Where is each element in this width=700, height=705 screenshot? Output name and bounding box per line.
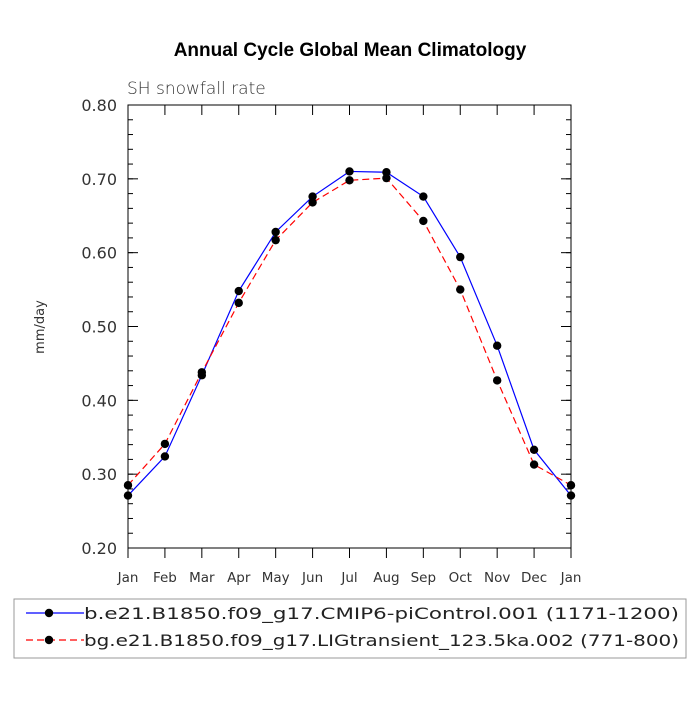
data-point-series-2	[123, 481, 133, 490]
data-point-series-2	[382, 173, 391, 183]
data-point-series-1	[382, 167, 391, 177]
y-tick-labels: 0.20 0.30 0.40 0.50 0.60 0.70 0.80	[81, 96, 117, 558]
legend-marker-1	[44, 608, 54, 618]
y-tick-label: 0.50	[81, 318, 117, 337]
y-tick-label: 0.70	[81, 170, 117, 189]
data-point-series-2	[492, 376, 502, 385]
y-tick-label: 0.60	[81, 244, 117, 263]
data-point-series-1	[123, 491, 133, 500]
x-tick-label: Nov	[484, 570, 510, 586]
chart-subtitle: SH snowfall rate	[127, 79, 266, 99]
data-point-series-2	[419, 216, 428, 226]
data-point-series-2	[308, 198, 317, 207]
series-layer	[123, 167, 576, 500]
y-tick-label: 0.20	[81, 539, 117, 558]
data-point-series-2	[234, 298, 243, 308]
x-tick-label: Jun	[301, 570, 323, 586]
x-tick-label: Mar	[189, 570, 215, 586]
x-tick-label: Feb	[153, 570, 177, 586]
data-point-series-2	[160, 439, 170, 449]
x-tick-labels: Jan Feb Mar Apr May Jun Jul Aug Sep Oct Nov Dec Jan	[117, 570, 582, 586]
data-point-series-1	[345, 167, 354, 176]
legend-box	[13, 598, 687, 659]
data-point-series-1	[308, 192, 317, 201]
data-point-series-2	[197, 368, 207, 377]
data-point-series-1	[566, 491, 576, 500]
data-point-series-2	[271, 235, 280, 245]
x-tick-label: Jan	[117, 570, 139, 586]
legend-label-1: b.e21.B1850.f09_g17.CMIP6-piControl.001 …	[84, 604, 679, 624]
data-point-series-2	[456, 285, 465, 294]
legend-marker-2	[44, 635, 54, 645]
x-tick-label: Aug	[373, 570, 399, 586]
data-point-series-1	[492, 341, 502, 350]
x-tick-label: Jul	[340, 570, 357, 586]
data-point-series-1	[456, 252, 465, 262]
x-tick-label: Dec	[521, 570, 547, 586]
x-tick-label: Sep	[411, 570, 436, 586]
data-point-series-2	[529, 460, 539, 469]
data-point-series-1	[419, 192, 428, 201]
y-tick-label: 0.80	[81, 96, 117, 115]
legend-label-2: bg.e21.B1850.f09_g17.LIGtransient_123.5k…	[84, 631, 679, 651]
x-tick-label: Apr	[227, 570, 251, 586]
x-tick-label: Jan	[560, 570, 582, 586]
data-point-series-2	[566, 481, 576, 490]
x-tick-label: May	[262, 570, 290, 586]
data-point-series-1	[529, 445, 539, 455]
series-line-1	[127, 170, 572, 496]
chart-title: Annual Cycle Global Mean Climatology	[174, 40, 527, 61]
y-tick-label: 0.40	[81, 391, 117, 410]
x-tick-label: Oct	[449, 570, 472, 586]
y-tick-label: 0.30	[81, 465, 117, 484]
legend: b.e21.B1850.f09_g17.CMIP6-piControl.001 …	[26, 604, 679, 651]
series-line-2	[127, 177, 572, 486]
y-axis-label: mm/day	[33, 300, 48, 354]
data-point-series-1	[234, 286, 243, 296]
axis-ticks	[127, 104, 572, 558]
data-point-series-1	[160, 452, 170, 461]
data-point-series-2	[345, 176, 354, 185]
data-point-series-1	[271, 227, 280, 237]
